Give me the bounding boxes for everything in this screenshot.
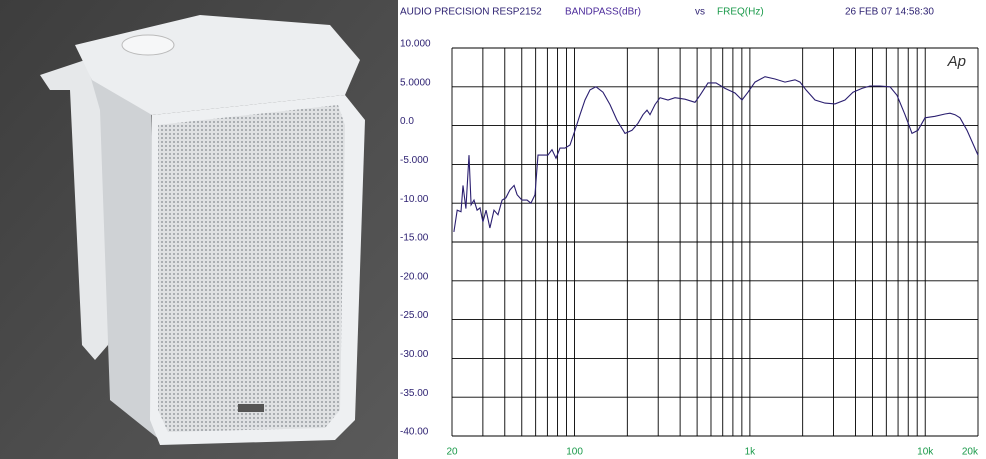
- y-tick-label: -25.00: [400, 310, 429, 321]
- y-tick-label: 5.0000: [400, 77, 431, 88]
- vs-label: vs: [695, 7, 705, 18]
- y-tick-label: 10.000: [400, 39, 431, 50]
- logo: Ap: [947, 53, 966, 70]
- page: AUDIO PRECISION RESP2152 BANDPASS(dBr) v…: [0, 0, 986, 459]
- y-tick-label: 0.0: [400, 116, 414, 127]
- y-tick-label: -30.00: [400, 349, 429, 360]
- x-axis-title: FREQ(Hz): [717, 7, 764, 18]
- y-tick-label: -10.00: [400, 194, 429, 205]
- x-tick-label: 100: [566, 447, 583, 458]
- chart-title: AUDIO PRECISION RESP2152: [400, 7, 542, 18]
- y-tick-label: -40.00: [400, 427, 429, 438]
- x-tick-label: 10k: [917, 447, 934, 458]
- y-tick-label: -35.00: [400, 388, 429, 399]
- y-tick-label: -5.000: [400, 155, 429, 166]
- y-tick-label: -15.00: [400, 233, 429, 244]
- timestamp: 26 FEB 07 14:58:30: [845, 7, 934, 18]
- x-tick-label: 20k: [962, 447, 979, 458]
- y-axis-title: BANDPASS(dBr): [565, 7, 641, 18]
- x-tick-label: 20: [446, 447, 458, 458]
- chart: AUDIO PRECISION RESP2152 BANDPASS(dBr) v…: [398, 0, 986, 459]
- speaker-photo: [0, 0, 398, 459]
- x-tick-label: 1k: [745, 447, 757, 458]
- y-tick-label: -20.00: [400, 271, 429, 282]
